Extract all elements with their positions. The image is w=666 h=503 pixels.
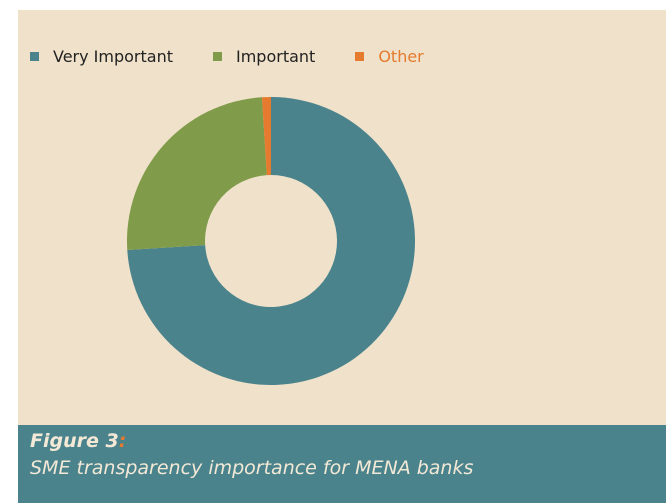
figure-caption-text: SME transparency importance for MENA ban… <box>30 457 474 479</box>
legend-item-important: Important <box>211 47 315 66</box>
legend-swatch-important <box>213 51 222 61</box>
legend-label-important: Important <box>236 46 316 66</box>
figure-label: Figure 3: <box>30 430 126 452</box>
donut-chart <box>127 97 416 385</box>
donut-slice-important <box>127 97 267 251</box>
donut-slice-very-important <box>127 97 416 385</box>
donut-slice-other <box>261 97 271 176</box>
figure-number: Figure 3 <box>30 430 119 452</box>
legend-item-very-important: Very Important <box>28 47 173 66</box>
legend-label-very-important: Very Important <box>53 46 173 66</box>
legend-item-other: Other <box>353 46 424 66</box>
legend: Very Important Important Other <box>28 46 462 66</box>
legend-swatch-other <box>355 51 365 61</box>
chart-panel: Very Important Important Other <box>18 10 666 425</box>
figure-caption: Figure 3: SME transparency importance fo… <box>18 425 666 503</box>
legend-swatch-very-important <box>30 51 39 61</box>
figure-colon: : <box>118 430 127 452</box>
legend-label-other: Other <box>378 46 424 66</box>
